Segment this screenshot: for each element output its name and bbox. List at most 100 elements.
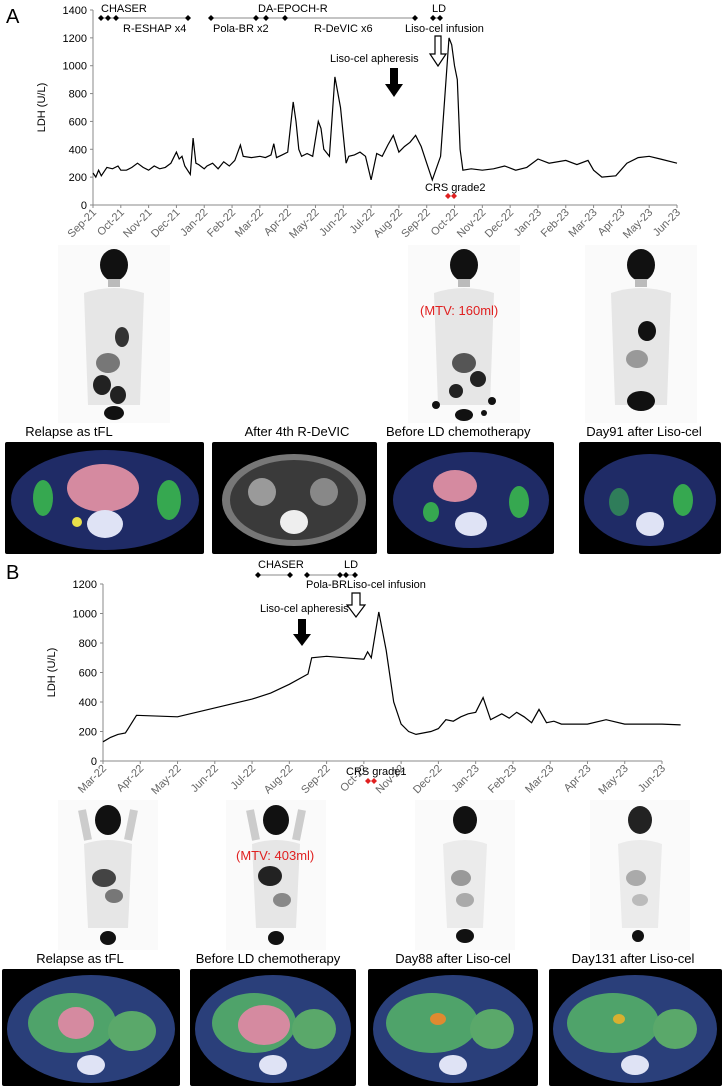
regimen-diamond	[304, 572, 310, 578]
mtv-label-a: (MTV: 160ml)	[420, 303, 499, 318]
crs-label: CRS grade2	[425, 182, 486, 194]
x-tick-label: Jan-22	[178, 207, 210, 239]
y-tick-label: 1400	[63, 5, 87, 17]
apheresis-label: Liso-cel apheresis	[330, 53, 419, 65]
x-tick-label: May-23	[596, 763, 630, 797]
panel-b-label: B	[6, 562, 20, 584]
regimen-label-polabr: Pola-BR	[306, 579, 347, 591]
x-tick-label: Apr-23	[562, 763, 594, 795]
regimen-label-chaser: CHASER	[101, 3, 147, 15]
y-tick-label: 400	[69, 144, 87, 156]
x-tick-label: Jun-22	[189, 763, 221, 795]
y-tick-label: 1200	[63, 33, 87, 45]
crs-diamond	[371, 778, 377, 784]
x-tick-label: Jul-22	[229, 763, 259, 793]
x-tick-label: Mar-23	[523, 763, 556, 796]
regimen-diamond	[255, 572, 261, 578]
x-tick-label: Feb-23	[539, 207, 572, 240]
ct-scan-b4	[549, 969, 722, 1086]
x-tick-label: Jun-22	[317, 207, 349, 239]
regimen-diamond	[412, 15, 418, 21]
ct-scan-a3	[387, 442, 554, 554]
crs-markers	[365, 778, 377, 784]
scan-caption-a4: Day91 after Liso-cel	[586, 424, 702, 439]
x-tick-label: Dec-22	[411, 763, 445, 797]
regimen-diamond	[437, 15, 443, 21]
mtv-label-b: (MTV: 403ml)	[236, 848, 315, 863]
regimen-diamond	[105, 15, 111, 21]
x-tick-label: Dec-21	[149, 207, 183, 241]
y-tick-label: 600	[79, 668, 97, 680]
scan-caption-a3: Before LD chemotherapy	[386, 424, 531, 439]
ct-scan-a2	[212, 442, 377, 554]
regimen-label-rdevic: R-DeVIC x6	[314, 23, 373, 35]
panel-a-label: A	[6, 6, 20, 28]
y-tick-label: 1000	[73, 609, 97, 621]
panel-b-regimen-diamonds	[255, 572, 358, 578]
regimen-diamond	[98, 15, 104, 21]
x-tick-label: Aug-22	[262, 763, 296, 797]
scan-caption-a1: Relapse as tFL	[25, 424, 113, 439]
regimen-diamond	[282, 15, 288, 21]
crs-label: CRS grade1	[346, 766, 407, 778]
x-tick-label: Feb-23	[486, 763, 519, 796]
y-axis-label: LDH (U/L)	[36, 83, 48, 133]
x-tick-label: Sep-22	[299, 763, 333, 797]
pet-scan-b2	[226, 800, 326, 950]
scan-caption-b4: Day131 after Liso-cel	[571, 951, 695, 966]
regimen-diamond	[343, 572, 349, 578]
crs-markers	[445, 193, 457, 199]
x-tick-label: Apr-22	[115, 763, 147, 795]
ct-scan-b2	[190, 969, 356, 1086]
pet-scan-a3	[585, 245, 697, 423]
x-tick-label: Aug-22	[371, 207, 405, 241]
pet-scan-b3	[415, 800, 515, 950]
x-tick-label: Jan-23	[450, 763, 482, 795]
regimen-diamond	[263, 15, 269, 21]
y-tick-label: 200	[69, 172, 87, 184]
pet-scan-a1	[58, 245, 170, 423]
regimen-label-polabr: Pola-BR x2	[213, 23, 269, 35]
regimen-diamond	[113, 15, 119, 21]
regimen-label-ld: LD	[432, 3, 446, 15]
ct-scan-b1	[2, 969, 180, 1086]
y-tick-label: 0	[91, 756, 97, 768]
pet-scan-b1	[58, 800, 158, 950]
x-tick-label: Jun-23	[651, 207, 683, 239]
infusion-arrow-icon	[345, 592, 367, 618]
regimen-label-reshap: R-ESHAP x4	[123, 23, 186, 35]
regimen-diamond	[253, 15, 259, 21]
x-tick-label: May-23	[621, 207, 655, 241]
regimen-label-daepoch: DA-EPOCH-R	[258, 3, 328, 15]
x-tick-label: Sep-22	[399, 207, 433, 241]
y-tick-label: 400	[79, 697, 97, 709]
regimen-diamond	[185, 15, 191, 21]
x-tick-label: Nov-21	[121, 207, 155, 241]
y-tick-label: 200	[79, 727, 97, 739]
scan-caption-b3: Day88 after Liso-cel	[395, 951, 511, 966]
x-tick-label: May-22	[149, 763, 183, 797]
apheresis-arrow-icon	[293, 619, 311, 646]
infusion-arrow-icon	[428, 35, 448, 68]
ct-scan-a1	[5, 442, 204, 554]
y-tick-label: 0	[81, 200, 87, 212]
y-tick-label: 1000	[63, 61, 87, 73]
regimen-diamond	[337, 572, 343, 578]
scan-caption-b2: Before LD chemotherapy	[195, 951, 341, 966]
x-tick-label: Jan-23	[512, 207, 544, 239]
regimen-diamond	[287, 572, 293, 578]
y-tick-label: 800	[69, 89, 87, 101]
pet-scan-a2	[408, 245, 520, 423]
ct-scan-b3	[368, 969, 538, 1086]
crs-diamond	[451, 193, 457, 199]
panel-a-regimen-diamonds	[98, 15, 443, 21]
ct-scan-a4	[579, 442, 721, 554]
y-tick-label: 1200	[73, 579, 97, 591]
regimen-diamond	[430, 15, 436, 21]
x-tick-label: Feb-22	[205, 207, 238, 240]
regimen-label-infusion: Liso-cel infusion	[405, 23, 484, 35]
